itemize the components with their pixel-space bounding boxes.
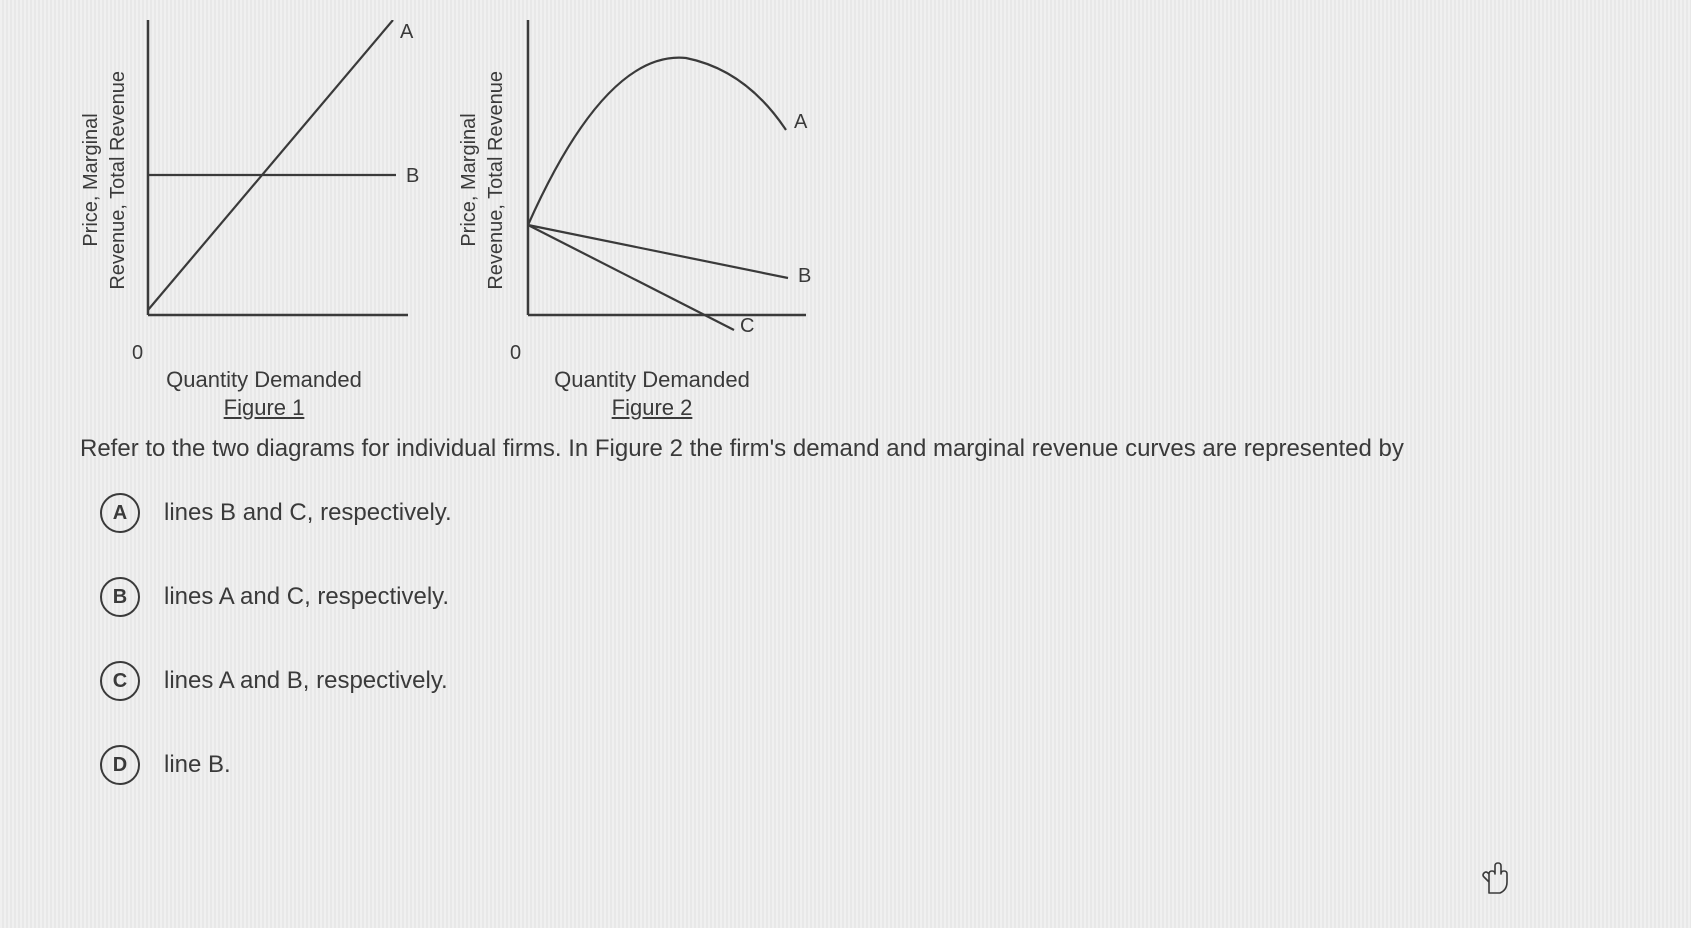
question-text: Refer to the two diagrams for individual… (80, 435, 1651, 463)
option-row-c[interactable]: Clines A and B, respectively. (100, 661, 1651, 701)
figure-2-origin: 0 (510, 342, 521, 365)
options-list: Alines B and C, respectively. Blines A an… (100, 493, 1651, 785)
figure-1-title: Figure 1 (224, 395, 305, 421)
figures-row: Price, Marginal Revenue, Total Revenue A… (80, 20, 1651, 421)
pointer-cursor-icon (1480, 860, 1512, 904)
option-badge-d[interactable]: D (100, 745, 140, 785)
figure-2-y-label-1: Price, Marginal (458, 71, 481, 290)
option-text-c: lines A and B, respectively. (164, 667, 448, 695)
option-text-d: line B. (164, 751, 231, 779)
svg-text:B: B (798, 265, 811, 287)
figure-1-chart-area: Price, Marginal Revenue, Total Revenue A… (80, 20, 448, 340)
figure-1-x-label: Quantity Demanded (166, 367, 362, 393)
figure-1-y-label-1: Price, Marginal (80, 71, 103, 290)
option-text-a: lines B and C, respectively. (164, 499, 452, 527)
figure-1-y-labels: Price, Marginal Revenue, Total Revenue (80, 71, 130, 290)
figure-2-plot-wrap: A B C (516, 20, 846, 340)
figure-2-chart-area: Price, Marginal Revenue, Total Revenue A… (458, 20, 846, 340)
svg-text:B: B (406, 165, 419, 187)
option-row-b[interactable]: Blines A and C, respectively. (100, 577, 1651, 617)
figure-1-origin: 0 (132, 342, 143, 365)
svg-text:C: C (740, 315, 754, 337)
figure-2-y-label-2: Revenue, Total Revenue (485, 71, 508, 290)
option-badge-c[interactable]: C (100, 661, 140, 701)
option-row-d[interactable]: Dline B. (100, 745, 1651, 785)
figure-1-y-label-2: Revenue, Total Revenue (107, 71, 130, 290)
svg-text:A: A (400, 21, 414, 43)
figure-2-plot: A B C (516, 20, 846, 340)
figure-1-plot: AB (138, 20, 448, 340)
svg-text:A: A (794, 111, 808, 133)
figure-1-plot-wrap: AB (138, 20, 448, 340)
figure-2-x-label: Quantity Demanded (554, 367, 750, 393)
figure-2-y-labels: Price, Marginal Revenue, Total Revenue (458, 71, 508, 290)
option-row-a[interactable]: Alines B and C, respectively. (100, 493, 1651, 533)
figure-2-title: Figure 2 (612, 395, 693, 421)
option-badge-a[interactable]: A (100, 493, 140, 533)
figure-2: Price, Marginal Revenue, Total Revenue A… (458, 20, 846, 421)
option-badge-b[interactable]: B (100, 577, 140, 617)
option-text-b: lines A and C, respectively. (164, 583, 449, 611)
figure-1: Price, Marginal Revenue, Total Revenue A… (80, 20, 448, 421)
